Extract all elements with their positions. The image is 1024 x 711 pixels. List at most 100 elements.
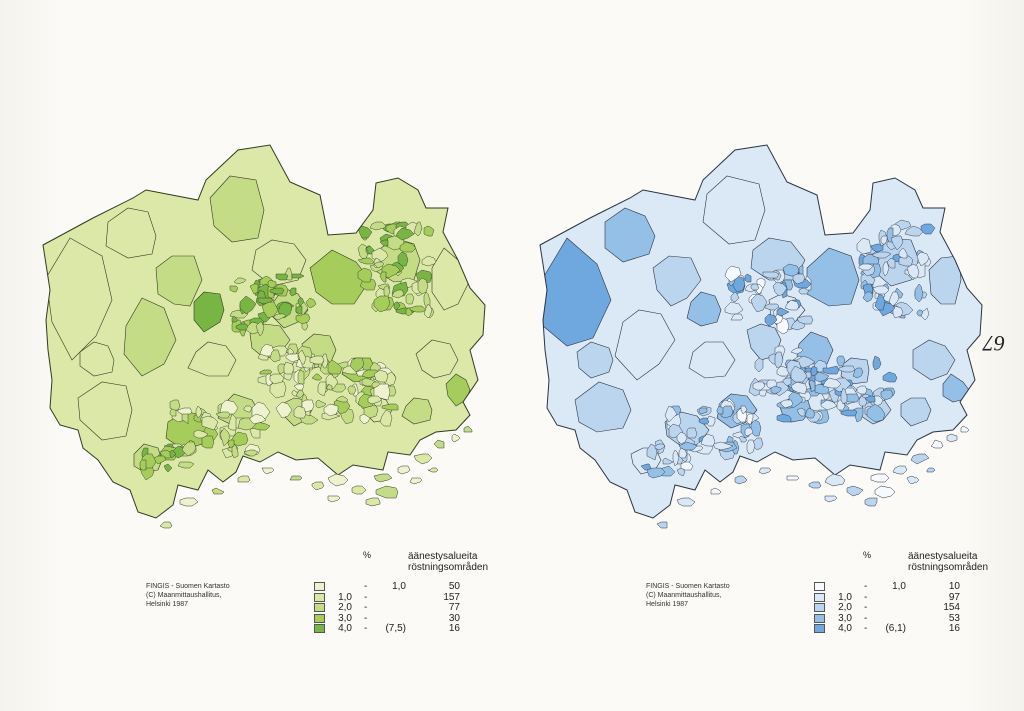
island xyxy=(237,475,251,483)
legend-areas-header-fi: äänestysalueita xyxy=(908,551,978,562)
district-cell xyxy=(231,443,239,459)
legend-swatch xyxy=(814,624,825,633)
district-cell xyxy=(363,403,379,419)
district-cell xyxy=(904,225,924,237)
district-cell xyxy=(367,395,383,405)
district-cell xyxy=(716,405,724,415)
legend-from: 4,0 xyxy=(338,623,352,634)
district-cell xyxy=(257,297,275,305)
legend-green: % äänestysalueita röstningsområden - 1,0… xyxy=(312,550,512,640)
district-cell xyxy=(219,427,231,447)
legend-to: 1,0 xyxy=(392,581,406,592)
island xyxy=(786,475,800,481)
district-cell xyxy=(882,371,898,383)
district-cell xyxy=(357,267,373,283)
district-cell xyxy=(323,403,339,417)
district-cell xyxy=(790,347,804,355)
district-cell xyxy=(309,355,325,365)
district-cell xyxy=(796,315,814,325)
district-cell xyxy=(678,441,698,451)
district-cell xyxy=(686,291,722,327)
district-cell xyxy=(393,301,401,311)
district-cell xyxy=(219,399,239,415)
district-cell xyxy=(790,365,808,383)
legend-areas-header-fi: äänestysalueita xyxy=(408,551,478,562)
island xyxy=(179,497,199,507)
district-cell xyxy=(880,235,888,245)
island xyxy=(676,497,696,507)
city-boundary xyxy=(539,144,983,519)
district-cell xyxy=(163,463,173,473)
legend-dash: - xyxy=(864,581,868,592)
district-cell xyxy=(880,389,894,401)
district-cell xyxy=(790,381,808,395)
district-cell xyxy=(297,369,305,385)
legend-areas-header: äänestysalueita röstningsområden xyxy=(408,551,488,573)
island xyxy=(159,521,173,529)
district-cell xyxy=(700,433,716,447)
district-cell xyxy=(820,399,838,411)
district-cell xyxy=(233,277,247,285)
island xyxy=(824,495,838,503)
district-cell xyxy=(373,295,391,313)
district-cell xyxy=(229,285,239,293)
district-cell xyxy=(762,271,780,279)
district-cell xyxy=(792,273,806,285)
district-cell xyxy=(293,383,305,391)
district-cell xyxy=(169,399,181,411)
district-cell xyxy=(750,283,760,291)
district-cell xyxy=(409,305,427,313)
district-cell xyxy=(822,365,840,375)
district-cell xyxy=(381,263,401,279)
district-cell xyxy=(852,367,864,379)
district-cell xyxy=(405,293,415,305)
island xyxy=(311,481,325,491)
district-cell xyxy=(776,413,792,423)
district-cell xyxy=(784,299,800,311)
district-cell xyxy=(317,381,327,397)
district-cell xyxy=(269,287,285,295)
island xyxy=(373,473,393,483)
district-cell xyxy=(239,295,257,315)
district-cell xyxy=(123,297,177,377)
legend-dash: - xyxy=(364,602,368,613)
island xyxy=(451,433,461,443)
district-cell xyxy=(215,411,231,419)
legend-from: 2,0 xyxy=(338,602,352,613)
district-cell xyxy=(576,341,614,379)
district-cell xyxy=(892,305,904,319)
district-cell xyxy=(177,407,193,415)
district-cell xyxy=(187,341,237,377)
legend-swatch xyxy=(814,603,825,612)
district-cell xyxy=(105,207,157,259)
district-cell xyxy=(886,257,896,269)
district-cell xyxy=(397,251,409,267)
district-cell xyxy=(882,261,890,277)
legend-dash: - xyxy=(364,581,368,592)
district-cell xyxy=(193,291,225,333)
district-cell xyxy=(417,277,429,295)
district-cell xyxy=(275,401,293,419)
legend-percent-header: % xyxy=(863,550,872,560)
island xyxy=(846,485,864,497)
district-cell xyxy=(744,273,752,283)
district-cell xyxy=(676,431,688,445)
district-cell xyxy=(357,225,373,239)
district-cell xyxy=(421,255,437,267)
district-cell xyxy=(654,443,666,451)
district-cell xyxy=(423,225,435,237)
district-cell xyxy=(804,407,816,419)
district-cell xyxy=(297,297,305,307)
choropleth-map-blue xyxy=(535,140,985,535)
district-cell xyxy=(752,381,766,391)
island xyxy=(365,497,381,507)
district-cell xyxy=(315,399,327,409)
district-cell xyxy=(243,405,253,413)
district-cell xyxy=(249,413,267,425)
district-cell xyxy=(912,339,956,381)
district-cell xyxy=(177,461,195,469)
district-cell xyxy=(840,409,858,417)
legend-count: 154 xyxy=(943,602,960,613)
district-cell xyxy=(810,365,818,377)
